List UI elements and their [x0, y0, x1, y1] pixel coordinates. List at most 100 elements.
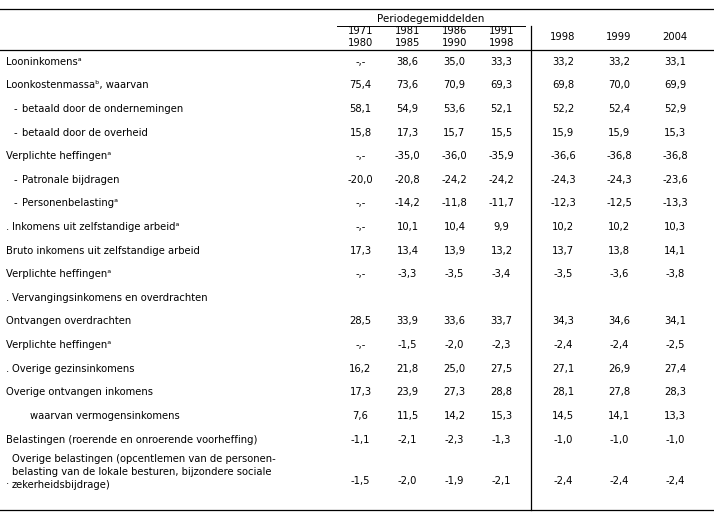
Text: -14,2: -14,2: [395, 199, 421, 209]
Text: -2,4: -2,4: [665, 476, 685, 486]
Text: -36,8: -36,8: [662, 151, 688, 161]
Text: 27,5: 27,5: [491, 363, 513, 374]
Text: 52,2: 52,2: [552, 104, 574, 114]
Text: 69,9: 69,9: [664, 81, 686, 90]
Text: Verplichte heffingenᵃ: Verplichte heffingenᵃ: [6, 151, 111, 161]
Text: .: .: [6, 476, 9, 486]
Text: 9,9: 9,9: [493, 222, 509, 232]
Text: 10,3: 10,3: [664, 222, 686, 232]
Text: -2,4: -2,4: [553, 476, 573, 486]
Text: 34,3: 34,3: [552, 317, 574, 327]
Text: 27,8: 27,8: [608, 387, 630, 397]
Text: Belastingen (roerende en onroerende voorheffing): Belastingen (roerende en onroerende voor…: [6, 435, 257, 445]
Text: Overige belastingen (opcentlemen van de personen-
belasting van de lokale bestur: Overige belastingen (opcentlemen van de …: [12, 454, 276, 490]
Text: 26,9: 26,9: [608, 363, 630, 374]
Text: 13,8: 13,8: [608, 245, 630, 256]
Text: .: .: [6, 222, 9, 232]
Text: Overige ontvangen inkomens: Overige ontvangen inkomens: [6, 387, 153, 397]
Text: -36,8: -36,8: [606, 151, 632, 161]
Text: 17,3: 17,3: [349, 387, 371, 397]
Text: -24,2: -24,2: [488, 175, 514, 185]
Text: .: .: [6, 363, 9, 374]
Text: -: -: [14, 175, 18, 185]
Text: 52,9: 52,9: [664, 104, 686, 114]
Text: 13,4: 13,4: [396, 245, 418, 256]
Text: -,-: -,-: [356, 199, 366, 209]
Text: -3,3: -3,3: [398, 269, 417, 279]
Text: 33,3: 33,3: [491, 57, 513, 67]
Text: 13,7: 13,7: [552, 245, 574, 256]
Text: 38,6: 38,6: [396, 57, 418, 67]
Text: -12,5: -12,5: [606, 199, 632, 209]
Text: 1971
1980: 1971 1980: [348, 26, 373, 48]
Text: 11,5: 11,5: [396, 411, 418, 421]
Text: -20,8: -20,8: [395, 175, 421, 185]
Text: 34,1: 34,1: [664, 317, 686, 327]
Text: 28,5: 28,5: [349, 317, 371, 327]
Text: 28,1: 28,1: [552, 387, 574, 397]
Text: -24,3: -24,3: [550, 175, 575, 185]
Text: Overige gezinsinkomens: Overige gezinsinkomens: [12, 363, 134, 374]
Text: 13,3: 13,3: [664, 411, 686, 421]
Text: Ontvangen overdrachten: Ontvangen overdrachten: [6, 317, 131, 327]
Text: 23,9: 23,9: [396, 387, 418, 397]
Text: 53,6: 53,6: [443, 104, 466, 114]
Text: 10,2: 10,2: [552, 222, 574, 232]
Text: 13,9: 13,9: [443, 245, 466, 256]
Text: 17,3: 17,3: [396, 127, 418, 138]
Text: waarvan vermogensinkomens: waarvan vermogensinkomens: [30, 411, 180, 421]
Text: 70,9: 70,9: [443, 81, 466, 90]
Text: -2,0: -2,0: [398, 476, 417, 486]
Text: 1998: 1998: [550, 32, 575, 42]
Text: -2,4: -2,4: [609, 340, 629, 350]
Text: 34,6: 34,6: [608, 317, 630, 327]
Text: betaald door de ondernemingen: betaald door de ondernemingen: [22, 104, 183, 114]
Text: 17,3: 17,3: [349, 245, 371, 256]
Text: Patronale bijdragen: Patronale bijdragen: [22, 175, 119, 185]
Text: 27,3: 27,3: [443, 387, 466, 397]
Text: Bruto inkomens uit zelfstandige arbeid: Bruto inkomens uit zelfstandige arbeid: [6, 245, 200, 256]
Text: 14,2: 14,2: [443, 411, 466, 421]
Text: 21,8: 21,8: [396, 363, 418, 374]
Text: 2004: 2004: [663, 32, 688, 42]
Text: 14,5: 14,5: [552, 411, 574, 421]
Text: -,-: -,-: [356, 57, 366, 67]
Text: -35,0: -35,0: [395, 151, 421, 161]
Text: -: -: [14, 127, 18, 138]
Text: 15,5: 15,5: [491, 127, 513, 138]
Text: 35,0: 35,0: [443, 57, 466, 67]
Text: -1,1: -1,1: [351, 435, 371, 445]
Text: 69,8: 69,8: [552, 81, 574, 90]
Text: 70,0: 70,0: [608, 81, 630, 90]
Text: 7,6: 7,6: [353, 411, 368, 421]
Text: Vervangingsinkomens en overdrachten: Vervangingsinkomens en overdrachten: [12, 293, 208, 303]
Text: Verplichte heffingenᵃ: Verplichte heffingenᵃ: [6, 340, 111, 350]
Text: Loonkostenmassaᵇ, waarvan: Loonkostenmassaᵇ, waarvan: [6, 81, 149, 90]
Text: -1,0: -1,0: [609, 435, 629, 445]
Text: 33,2: 33,2: [608, 57, 630, 67]
Text: -2,0: -2,0: [445, 340, 464, 350]
Text: 1991
1998: 1991 1998: [489, 26, 514, 48]
Text: -1,0: -1,0: [665, 435, 685, 445]
Text: -2,4: -2,4: [609, 476, 629, 486]
Text: -2,1: -2,1: [398, 435, 417, 445]
Text: -2,1: -2,1: [492, 476, 511, 486]
Text: 13,2: 13,2: [491, 245, 513, 256]
Text: 54,9: 54,9: [396, 104, 418, 114]
Text: Periodegemiddelden: Periodegemiddelden: [377, 14, 485, 24]
Text: -,-: -,-: [356, 222, 366, 232]
Text: -23,6: -23,6: [662, 175, 688, 185]
Text: Inkomens uit zelfstandige arbeidᵃ: Inkomens uit zelfstandige arbeidᵃ: [12, 222, 179, 232]
Text: 15,9: 15,9: [552, 127, 574, 138]
Text: -12,3: -12,3: [550, 199, 576, 209]
Text: 10,2: 10,2: [608, 222, 630, 232]
Text: -36,0: -36,0: [442, 151, 467, 161]
Text: 1986
1990: 1986 1990: [442, 26, 467, 48]
Text: betaald door de overheid: betaald door de overheid: [22, 127, 148, 138]
Text: -1,9: -1,9: [445, 476, 464, 486]
Text: -3,5: -3,5: [553, 269, 573, 279]
Text: 52,4: 52,4: [608, 104, 630, 114]
Text: 33,6: 33,6: [443, 317, 466, 327]
Text: 1981
1985: 1981 1985: [395, 26, 420, 48]
Text: -2,3: -2,3: [492, 340, 511, 350]
